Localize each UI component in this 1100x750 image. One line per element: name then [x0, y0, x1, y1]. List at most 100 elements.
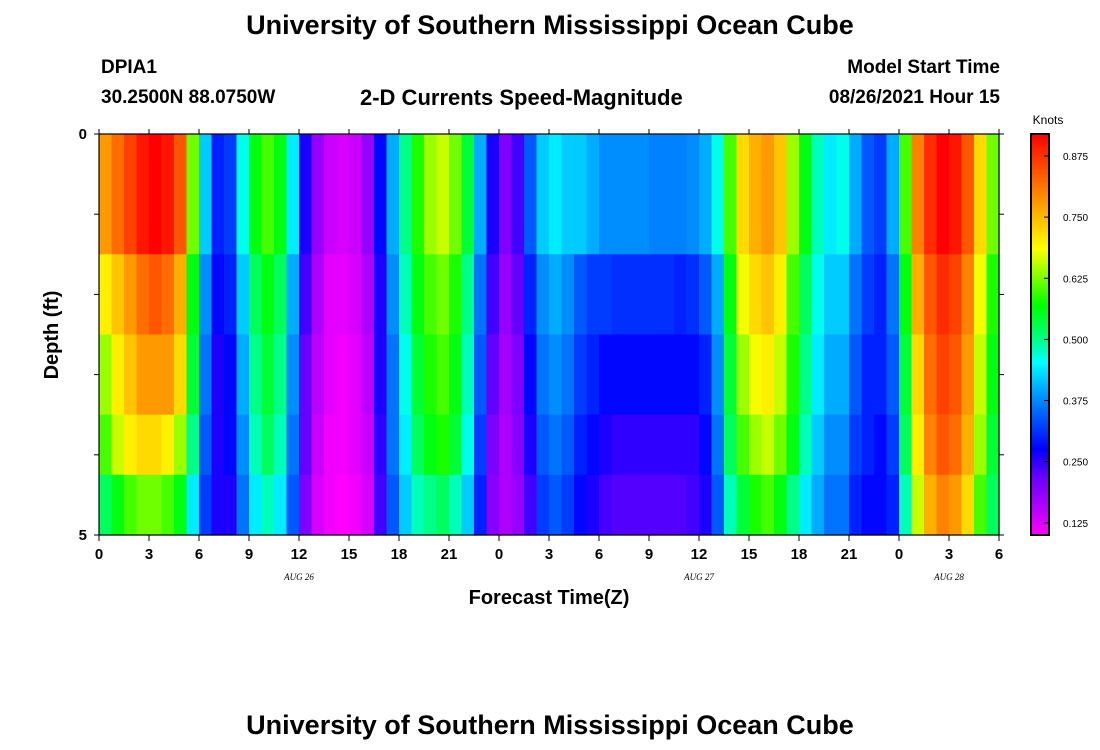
heatmap-cell	[761, 174, 775, 255]
heatmap-cell	[936, 254, 950, 336]
x-tick-label: 0	[495, 546, 503, 563]
heatmap-cell	[399, 254, 413, 336]
heatmap-cell	[336, 254, 350, 336]
heatmap-cell	[774, 254, 788, 336]
heatmap-cell	[611, 334, 625, 416]
heatmap-cell	[861, 134, 875, 175]
heatmap-cell	[574, 254, 588, 336]
heatmap-cell	[799, 414, 813, 476]
heatmap-cell	[374, 134, 388, 175]
heatmap-cell	[849, 334, 863, 416]
heatmap-cell	[799, 134, 813, 175]
heatmap-cell	[236, 174, 250, 255]
heatmap-cell	[536, 134, 550, 175]
heatmap-cell	[561, 254, 575, 336]
heatmap-cell	[211, 334, 225, 416]
heatmap-cell	[461, 134, 475, 175]
heatmap-cell	[511, 134, 525, 175]
heatmap-cell	[211, 174, 225, 255]
heatmap-cell	[861, 334, 875, 416]
heatmap-cell	[661, 414, 675, 476]
heatmap-cell	[411, 174, 425, 255]
heatmap-cell	[449, 134, 463, 175]
station-id: DPIA1	[101, 57, 157, 78]
heatmap-cell	[761, 474, 775, 536]
heatmap-cell	[699, 334, 713, 416]
heatmap-cell	[849, 414, 863, 476]
heatmap-cell	[961, 474, 975, 536]
heatmap-cell	[511, 474, 525, 536]
heatmap-cell	[799, 334, 813, 416]
heatmap-cell	[224, 414, 238, 476]
heatmap-cell	[361, 474, 375, 536]
heatmap-cell	[649, 174, 663, 255]
heatmap-cell	[386, 254, 400, 336]
heatmap-cell	[711, 134, 725, 175]
heatmap-cell	[674, 474, 688, 536]
heatmap-cell	[774, 334, 788, 416]
heatmap-cell	[749, 414, 763, 476]
heatmap-cell	[699, 174, 713, 255]
model-start-value: 08/26/2021 Hour 15	[828, 87, 1000, 108]
heatmap-cell	[349, 414, 363, 476]
heatmap-cell	[286, 334, 300, 416]
heatmap-cell	[286, 474, 300, 536]
heatmap-cell	[749, 174, 763, 255]
colorbar: 0.875 0.750 0.625 0.500 0.375 0.250 0.125	[1030, 133, 1088, 536]
x-tick-label: 0	[895, 546, 903, 563]
heatmap-cell	[811, 174, 825, 255]
heatmap-cell	[561, 134, 575, 175]
heatmap-cell	[249, 254, 263, 336]
heatmap-cell	[299, 134, 313, 175]
heatmap-cell	[649, 134, 663, 175]
heatmap-cell	[786, 134, 800, 175]
heatmap-cell	[699, 254, 713, 336]
heatmap-cell	[261, 134, 275, 175]
heatmap-cell	[986, 474, 1000, 536]
heatmap-cell	[111, 474, 125, 536]
date-label: AUG 27	[683, 572, 714, 582]
heatmap-cell	[711, 414, 725, 476]
heatmap-cell	[174, 134, 188, 175]
heatmap-cell	[536, 414, 550, 476]
heatmap-cell	[974, 134, 988, 175]
heatmap-cell	[661, 474, 675, 536]
heatmap-cell	[399, 414, 413, 476]
station-coordinates: 30.2500N 88.0750W	[101, 87, 276, 108]
heatmap-cell	[199, 174, 213, 255]
heatmap-cell	[499, 334, 513, 416]
heatmap-cell	[774, 414, 788, 476]
heatmap-cell	[399, 334, 413, 416]
heatmap-cell	[149, 474, 163, 536]
heatmap-cell	[974, 414, 988, 476]
heatmap-cell	[374, 334, 388, 416]
heatmap-cell	[586, 174, 600, 255]
heatmap-cell	[374, 174, 388, 255]
heatmap-cell	[886, 334, 900, 416]
heatmap	[99, 134, 1000, 536]
heatmap-cell	[299, 334, 313, 416]
heatmap-cell	[636, 254, 650, 336]
heatmap-cell	[574, 474, 588, 536]
heatmap-cell	[749, 474, 763, 536]
heatmap-cell	[811, 254, 825, 336]
heatmap-cell	[436, 134, 450, 175]
heatmap-cell	[849, 174, 863, 255]
heatmap-cell	[799, 174, 813, 255]
heatmap-cell	[936, 474, 950, 536]
heatmap-cell	[111, 254, 125, 336]
heatmap-cell	[586, 334, 600, 416]
heatmap-cell	[136, 254, 150, 336]
heatmap-cell	[136, 334, 150, 416]
heatmap-cell	[249, 334, 263, 416]
heatmap-cell	[361, 134, 375, 175]
heatmap-cell	[486, 414, 500, 476]
heatmap-cell	[299, 474, 313, 536]
heatmap-cell	[161, 134, 175, 175]
heatmap-cell	[336, 414, 350, 476]
heatmap-cell	[461, 474, 475, 536]
heatmap-cell	[874, 334, 888, 416]
heatmap-cell	[174, 334, 188, 416]
heatmap-cell	[986, 414, 1000, 476]
